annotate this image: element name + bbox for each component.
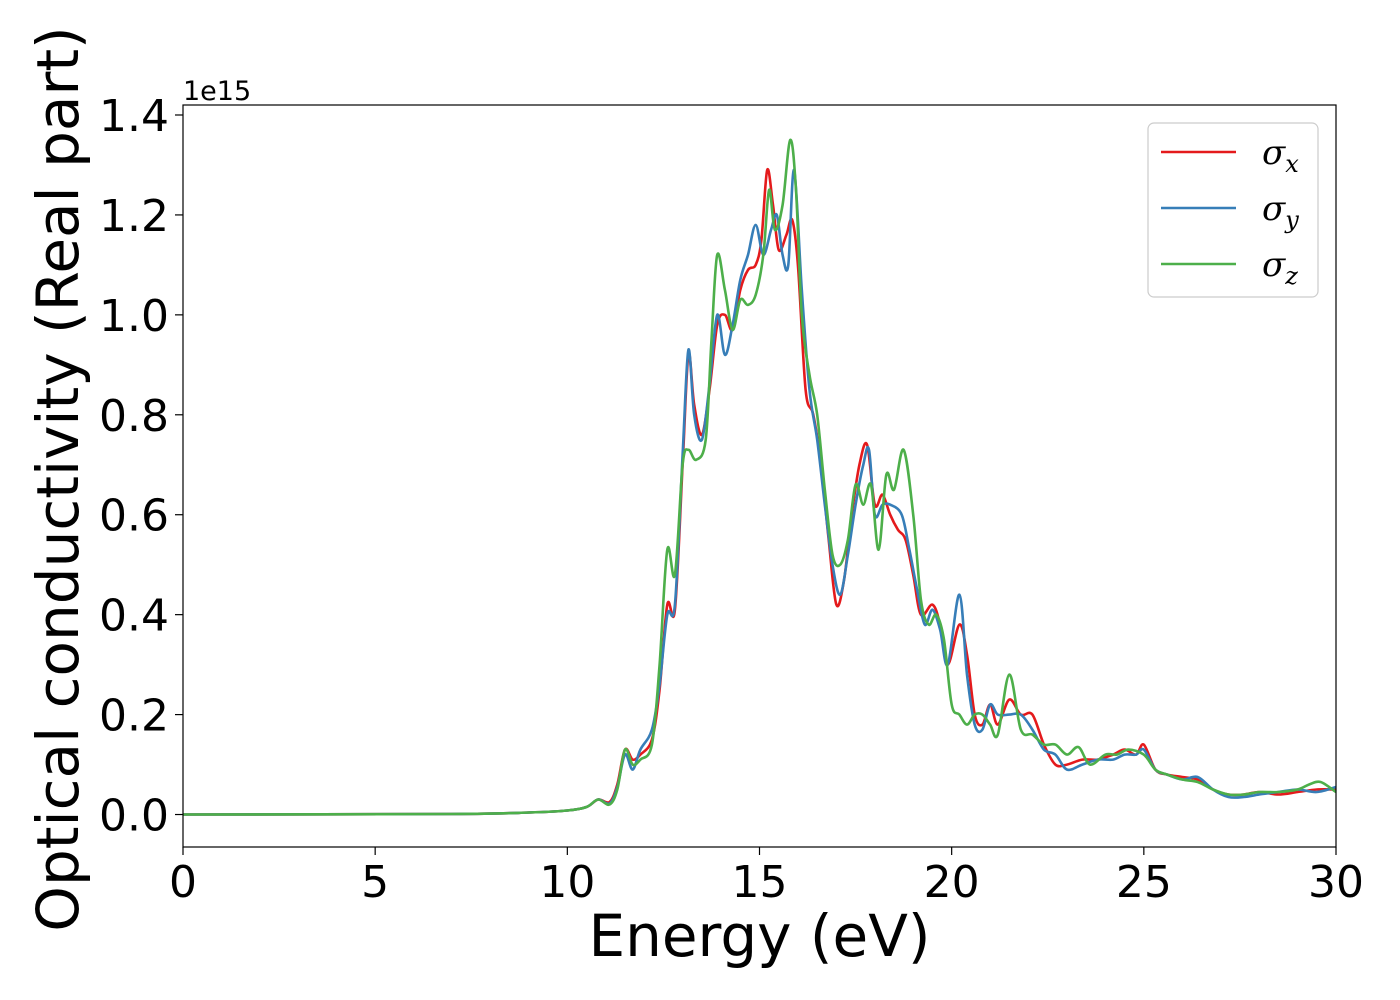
y-tick-label: 0.0 xyxy=(99,791,169,842)
x-tick-label: 15 xyxy=(732,857,788,908)
series-lines xyxy=(182,138,1337,816)
y-tick-label: 0.6 xyxy=(99,491,169,542)
y-tick-label: 1.4 xyxy=(99,91,169,142)
y-tick-label: 0.2 xyxy=(99,691,169,742)
y-tick-label: 1.0 xyxy=(99,291,169,342)
y-axis-title: Optical conductivity (Real part) xyxy=(24,26,92,931)
y-axis-offset-label: 1e15 xyxy=(183,76,251,107)
x-tick-label: 10 xyxy=(539,857,595,908)
series-line-sigma-y xyxy=(182,168,1337,816)
x-tick-label: 0 xyxy=(169,857,197,908)
series-line-sigma-z xyxy=(182,138,1337,816)
x-tick-label: 5 xyxy=(361,857,389,908)
x-tick-label: 25 xyxy=(1116,857,1172,908)
legend-box xyxy=(1147,122,1319,298)
x-tick-label: 20 xyxy=(924,857,980,908)
y-tick-label: 1.2 xyxy=(99,191,169,242)
y-axis: 0.0 0.2 0.4 0.6 0.8 1.0 1.2 1.4 xyxy=(99,91,183,842)
x-axis: 0 5 10 15 20 25 30 xyxy=(169,847,1364,908)
y-tick-label: 0.4 xyxy=(99,591,169,642)
x-tick-label: 30 xyxy=(1308,857,1364,908)
x-axis-title: Energy (eV) xyxy=(588,902,930,970)
y-tick-label: 0.8 xyxy=(99,391,169,442)
